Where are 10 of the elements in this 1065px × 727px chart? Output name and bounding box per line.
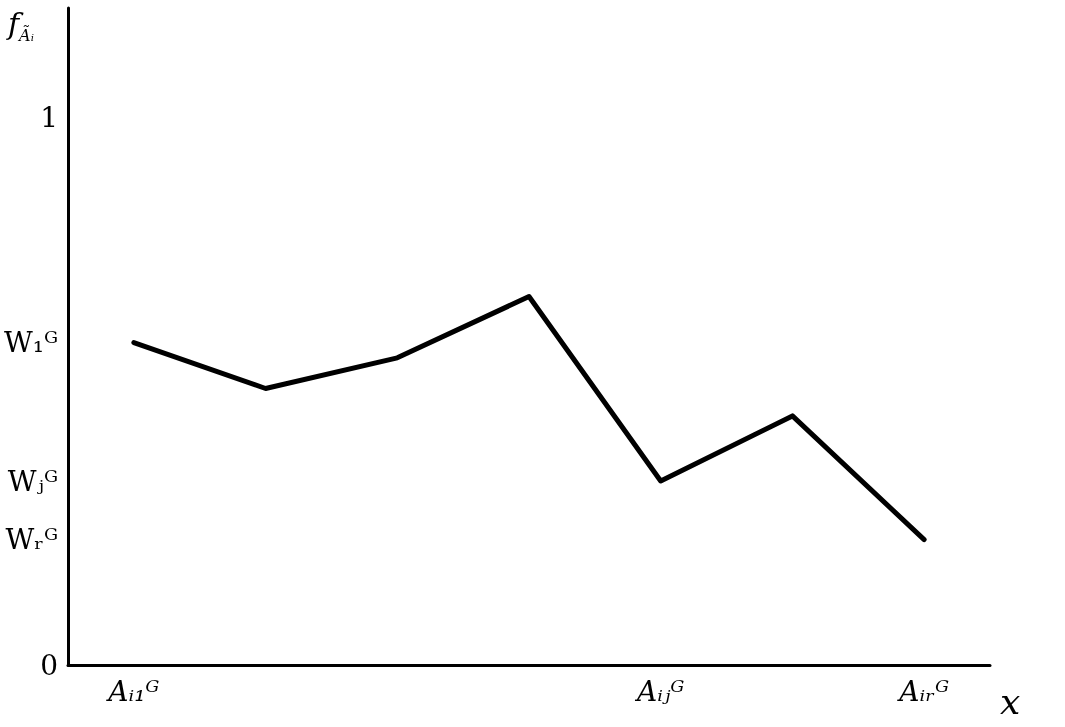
y-axis-title: f$_{Ãᵢ}$ (8, 6, 34, 45)
y-tick-label: 0 (40, 648, 58, 682)
y-tick-label: 1 (40, 101, 58, 134)
x-tick-label: Aᵢⱼᴳ (634, 674, 685, 708)
x-tick-label: Aᵢ₁ᴳ (105, 674, 160, 708)
y-tick-label: W₁ᴳ (3, 326, 58, 360)
y-tick-label: Wⱼᴳ (7, 464, 58, 498)
x-axis-title: x (1000, 680, 1021, 722)
y-tick-label: Wᵣᴳ (5, 523, 58, 557)
x-tick-label: Aᵢᵣᴳ (896, 674, 949, 708)
